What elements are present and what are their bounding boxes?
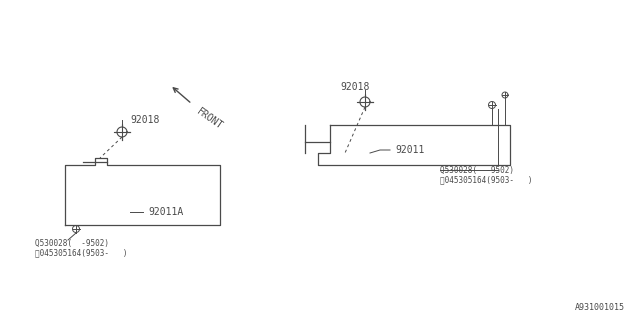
Text: 92011A: 92011A [148,207,183,217]
Text: Ⓢ045305164(9503-   ): Ⓢ045305164(9503- ) [440,175,532,185]
Text: 92018: 92018 [340,82,369,92]
Text: 92011: 92011 [395,145,424,155]
Text: 92018: 92018 [130,115,159,125]
Text: Q530028(  -9502): Q530028( -9502) [35,238,109,247]
Text: Q530028(  -9502): Q530028( -9502) [440,165,514,174]
Text: FRONT: FRONT [195,106,225,131]
Text: Ⓢ045305164(9503-   ): Ⓢ045305164(9503- ) [35,249,127,258]
Text: A931001015: A931001015 [575,303,625,312]
